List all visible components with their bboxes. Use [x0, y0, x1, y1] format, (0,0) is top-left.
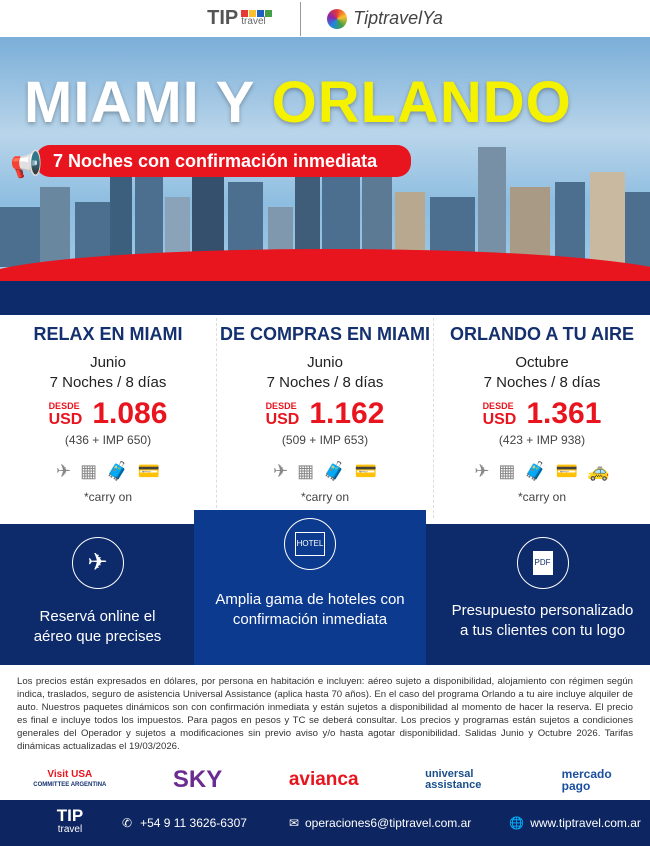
currency: USD: [482, 411, 517, 428]
package-card[interactable]: ORLANDO A TU AIRE Octubre 7 Noches / 8 d…: [434, 318, 650, 518]
pdf-icon: PDF: [516, 537, 569, 589]
package-duration: 7 Noches / 8 días: [266, 374, 384, 391]
footer-logo: TIP travel: [56, 806, 84, 835]
ya-logo-text: TiptravelYa: [353, 8, 443, 28]
feature-quote: PDF Presupuesto personalizado a tus clie…: [450, 537, 635, 641]
insurance-card-icon: 💳: [137, 461, 160, 481]
carry-on-note: *carry on: [300, 490, 350, 504]
plane-icon: ✈: [474, 461, 490, 481]
feature-text: Reservá online el aéreo que precises: [33, 608, 162, 645]
plane-icon: ✈: [56, 461, 72, 481]
luggage-icon: 🧳: [524, 461, 547, 481]
logo-sub: travel: [241, 16, 266, 27]
price-amount: 1.086: [92, 397, 168, 430]
tip-travel-logo: TIP travel: [207, 7, 273, 30]
sponsors: Visit USA COMMITTEE ARGENTINA SKY avianca…: [0, 762, 650, 798]
package-title: DE COMPRAS EN MIAMI: [219, 324, 430, 344]
mercado-pago-logo: mercado pago: [561, 767, 612, 793]
price-breakdown: (436 + IMP 650): [64, 433, 152, 447]
package-duration: 7 Noches / 8 días: [483, 374, 601, 391]
plane-icon: ✈: [273, 461, 289, 481]
package-title: RELAX EN MIAMI: [33, 324, 183, 344]
currency: USD: [265, 411, 300, 428]
nights-banner: 7 Noches con confirmación inmediata: [36, 145, 411, 177]
disclaimer: Los precios están expresados en dólares,…: [17, 676, 633, 752]
email-link[interactable]: operaciones6@tiptravel.com.ar: [305, 816, 472, 830]
feature-hotels: HOTEL Amplia gama de hoteles con confirm…: [204, 518, 416, 630]
website-link[interactable]: www.tiptravel.com.ar: [530, 816, 641, 830]
luggage-icon: 🧳: [106, 461, 129, 481]
package-title: ORLANDO A TU AIRE: [450, 324, 634, 344]
package-card[interactable]: DE COMPRAS EN MIAMI Junio 7 Noches / 8 d…: [217, 318, 434, 518]
sky-logo: SKY: [172, 766, 223, 793]
title-white: MIAMI Y: [24, 70, 255, 135]
title-yellow: ORLANDO: [271, 70, 572, 135]
page-title: MIAMI Y ORLANDO: [24, 69, 572, 136]
car-icon: 🚕: [587, 461, 610, 481]
luggage-icon: 🧳: [323, 461, 346, 481]
package-month: Junio: [90, 354, 126, 371]
package-month: Octubre: [515, 354, 569, 371]
carry-on-note: *carry on: [83, 490, 133, 504]
insurance-card-icon: 💳: [354, 461, 377, 481]
package-price: DESDE USD 1.086: [0, 397, 216, 431]
ya-logo-icon: [327, 8, 348, 29]
desde-label: DESDE: [482, 401, 514, 411]
price-breakdown: (509 + IMP 653): [281, 433, 369, 447]
package-card[interactable]: RELAX EN MIAMI Junio 7 Noches / 8 días D…: [0, 318, 217, 518]
email-icon: ✉: [288, 816, 299, 830]
red-wave: [0, 249, 650, 287]
package-price: DESDE USD 1.162: [217, 397, 433, 431]
hotel-icon: ▦: [297, 461, 315, 481]
avianca-logo: avianca: [288, 769, 359, 790]
desde-label: DESDE: [265, 401, 297, 411]
hero-banner: MIAMI Y ORLANDO 7 Noches con confirmació…: [0, 37, 650, 315]
hotel-badge: HOTEL: [294, 532, 326, 556]
phone-link[interactable]: +54 9 11 3626-6307: [140, 816, 247, 830]
tiptravelya-logo: TiptravelYa: [327, 8, 443, 29]
packages: RELAX EN MIAMI Junio 7 Noches / 8 días D…: [0, 318, 650, 518]
visit-usa-logo: Visit USA COMMITTEE ARGENTINA: [33, 769, 107, 788]
globe-icon: 🌐: [509, 816, 525, 830]
hotel-icon: HOTEL: [284, 518, 336, 570]
price-amount: 1.162: [309, 397, 385, 430]
feature-flights: ✈ Reservá online el aéreo que precises: [20, 537, 175, 647]
logo-text: TIP: [207, 7, 239, 29]
megaphone-icon: 📢: [10, 149, 43, 179]
plane-icon: ✈: [71, 537, 124, 589]
package-price: DESDE USD 1.361: [434, 397, 650, 431]
price-amount: 1.361: [526, 397, 602, 430]
desde-label: DESDE: [48, 401, 80, 411]
feature-text: Presupuesto personalizado a tus clientes…: [451, 602, 634, 639]
price-breakdown: (423 + IMP 938): [498, 433, 586, 447]
carry-on-note: *carry on: [517, 490, 567, 504]
package-duration: 7 Noches / 8 días: [49, 374, 167, 391]
currency: USD: [48, 411, 83, 428]
feature-text: Amplia gama de hoteles con confirmación …: [215, 591, 405, 628]
universal-assistance-logo: universal assistance: [425, 768, 482, 791]
header: TIP travel TiptravelYa: [0, 0, 650, 37]
navy-band: [0, 281, 650, 315]
divider: [300, 1, 302, 36]
footer: TIP travel ✆ +54 9 11 3626-6307 ✉ operaci…: [0, 800, 650, 846]
hotel-icon: ▦: [498, 461, 516, 481]
hotel-icon: ▦: [80, 461, 98, 481]
insurance-card-icon: 💳: [555, 461, 579, 481]
pdf-badge: PDF: [532, 551, 553, 575]
package-month: Junio: [307, 354, 343, 371]
whatsapp-icon: ✆: [122, 816, 133, 830]
